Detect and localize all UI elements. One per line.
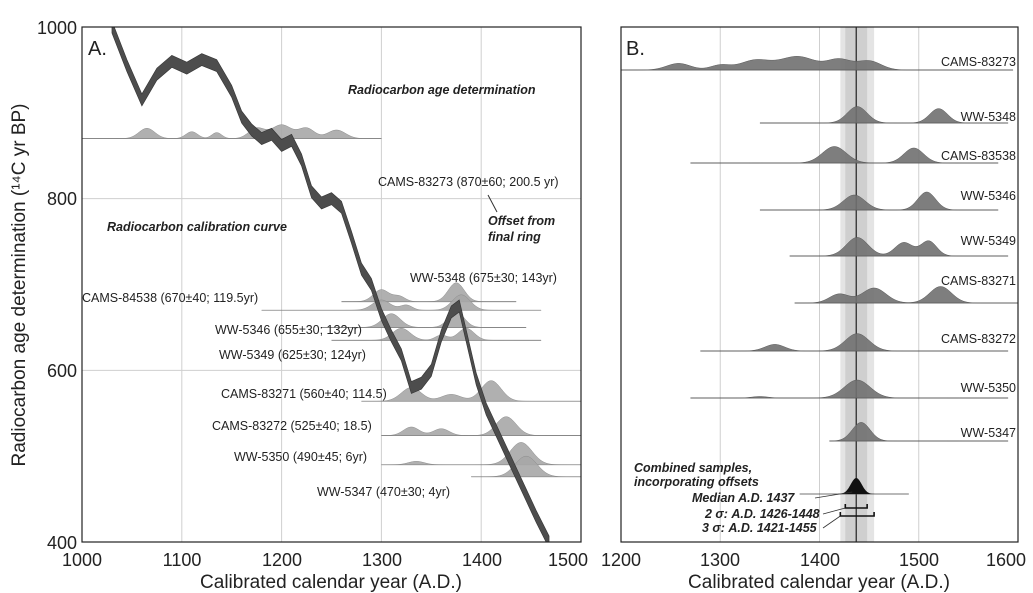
annotation-3sigma: 3 σ: A.D. 1421-1455: [702, 521, 818, 535]
panel-a-frame: [81, 26, 582, 543]
panel-a-x-ticks: 1000 1100 1200 1300 1400 1500: [62, 550, 588, 570]
sample-distribution: [261, 294, 542, 311]
x-tick-label: 1400: [462, 550, 502, 570]
annotation-offset: Offset from: [488, 214, 555, 228]
panel-b-frame: [620, 26, 1019, 543]
panel-a-distributions: [81, 124, 582, 478]
x-tick-label: 1500: [548, 550, 588, 570]
panel-a-y-ticks: 400 600 800 1000: [37, 18, 77, 553]
sample-label: WW-5350 (490±45; 6yr): [234, 450, 367, 464]
sample-label: WW-5346: [961, 189, 1016, 203]
annotation-2sigma: 2 σ: A.D. 1426-1448: [704, 507, 820, 521]
sample-distribution: [759, 106, 1009, 124]
sigma3-pointer: [822, 515, 841, 529]
sample-distribution: [470, 455, 582, 478]
y-axis-label: Radiocarbon age determination (¹⁴C yr BP…: [9, 104, 30, 467]
sample-distribution: [361, 380, 582, 402]
annotation-combined: Combined samples,: [634, 461, 752, 475]
y-tick-label: 400: [47, 533, 77, 553]
sample-distribution: [621, 56, 1014, 71]
sample-label: CAMS-83271 (560±40; 114.5): [221, 387, 387, 401]
sample-label: WW-5349 (625±30; 124yr): [219, 348, 366, 362]
panel-a-x-axis-label: Calibrated calendar year (A.D.): [200, 572, 462, 593]
x-tick-label: 1100: [163, 550, 202, 570]
sample-distribution: [341, 282, 517, 302]
sigma2-pointer: [822, 507, 846, 515]
sigma-bands: [840, 27, 875, 542]
sample-distribution: [789, 237, 1009, 257]
sample-distribution: [690, 379, 1009, 399]
sample-distribution: [829, 422, 1009, 442]
sample-label: CAMS-84538 (670±40; 119.5yr): [82, 291, 258, 305]
panel-a: A. 1000 1100 1200 1300 1400 1500 400 600…: [9, 18, 588, 593]
sample-distribution: [81, 124, 382, 139]
annotation-offset-pointer: [487, 194, 498, 213]
combined-distribution-shape: [834, 478, 880, 494]
sample-distribution: [690, 146, 999, 164]
annotation-calibration-curve: Radiocarbon calibration curve: [107, 220, 287, 234]
median-pointer: [814, 491, 853, 499]
y-tick-label: 800: [47, 189, 77, 209]
x-tick-label: 1500: [899, 550, 939, 570]
panel-b-x-ticks: 1200 1300 1400 1500 1600: [601, 550, 1026, 570]
sample-distribution: [381, 416, 582, 436]
x-tick-label: 1600: [986, 550, 1026, 570]
sample-label: CAMS-83272 (525±40; 18.5): [212, 419, 372, 433]
x-tick-label: 1200: [601, 550, 641, 570]
sample-label: WW-5350: [961, 381, 1016, 395]
sample-label: CAMS-83273: [941, 55, 1016, 69]
x-tick-label: 1300: [700, 550, 740, 570]
sample-distribution: [794, 286, 1018, 304]
x-tick-label: 1200: [262, 550, 302, 570]
panel-a-label: A.: [88, 38, 107, 60]
sample-label: CAMS-83272: [941, 332, 1016, 346]
calibration-curve: [111, 27, 550, 542]
annotation-final-ring: final ring: [488, 230, 541, 244]
panel-b-sample-labels: CAMS-83273 WW-5348 CAMS-83538 WW-5346 WW…: [941, 55, 1016, 440]
sample-label: CAMS-83273 (870±60; 200.5 yr): [378, 175, 559, 189]
x-tick-label: 1000: [62, 550, 102, 570]
sample-distribution: [700, 333, 1009, 352]
sample-distribution: [331, 328, 542, 341]
sample-distribution: [321, 311, 527, 328]
x-tick-label: 1300: [362, 550, 402, 570]
panel-a-sample-labels: CAMS-83273 (870±60; 200.5 yr) WW-5348 (6…: [82, 175, 559, 499]
sample-label: CAMS-83538: [941, 149, 1016, 163]
sample-label: WW-5349: [961, 234, 1016, 248]
sample-label: WW-5347: [961, 426, 1016, 440]
calibration-curve-band: [111, 27, 550, 542]
x-tick-label: 1400: [800, 550, 840, 570]
sample-label: CAMS-83271: [941, 274, 1016, 288]
annotation-offsets: incorporating offsets: [634, 475, 759, 489]
panel-b-label: B.: [626, 38, 645, 60]
panel-b-distributions: [621, 56, 1018, 442]
y-tick-label: 600: [47, 361, 77, 381]
y-tick-label: 1000: [37, 18, 77, 38]
annotation-median: Median A.D. 1437: [692, 491, 795, 505]
sample-label: WW-5346 (655±30; 132yr): [215, 323, 362, 337]
panel-b-grid: [719, 27, 920, 542]
annotation-radiocarbon-age: Radiocarbon age determination: [348, 83, 536, 97]
sample-label: WW-5348 (675±30; 143yr): [410, 271, 557, 285]
panel-b: B. 1200 1300 1400 1500 1600 Calibrated c…: [601, 26, 1026, 593]
sigma2-bracket: [844, 504, 868, 509]
sigma3-bracket: [839, 512, 875, 517]
combined-distribution: [799, 478, 909, 529]
sample-distribution: [759, 191, 999, 211]
panel-b-x-axis-label: Calibrated calendar year (A.D.): [688, 572, 950, 593]
sample-label: WW-5347 (470±30; 4yr): [317, 485, 450, 499]
sample-label: WW-5348: [961, 110, 1016, 124]
